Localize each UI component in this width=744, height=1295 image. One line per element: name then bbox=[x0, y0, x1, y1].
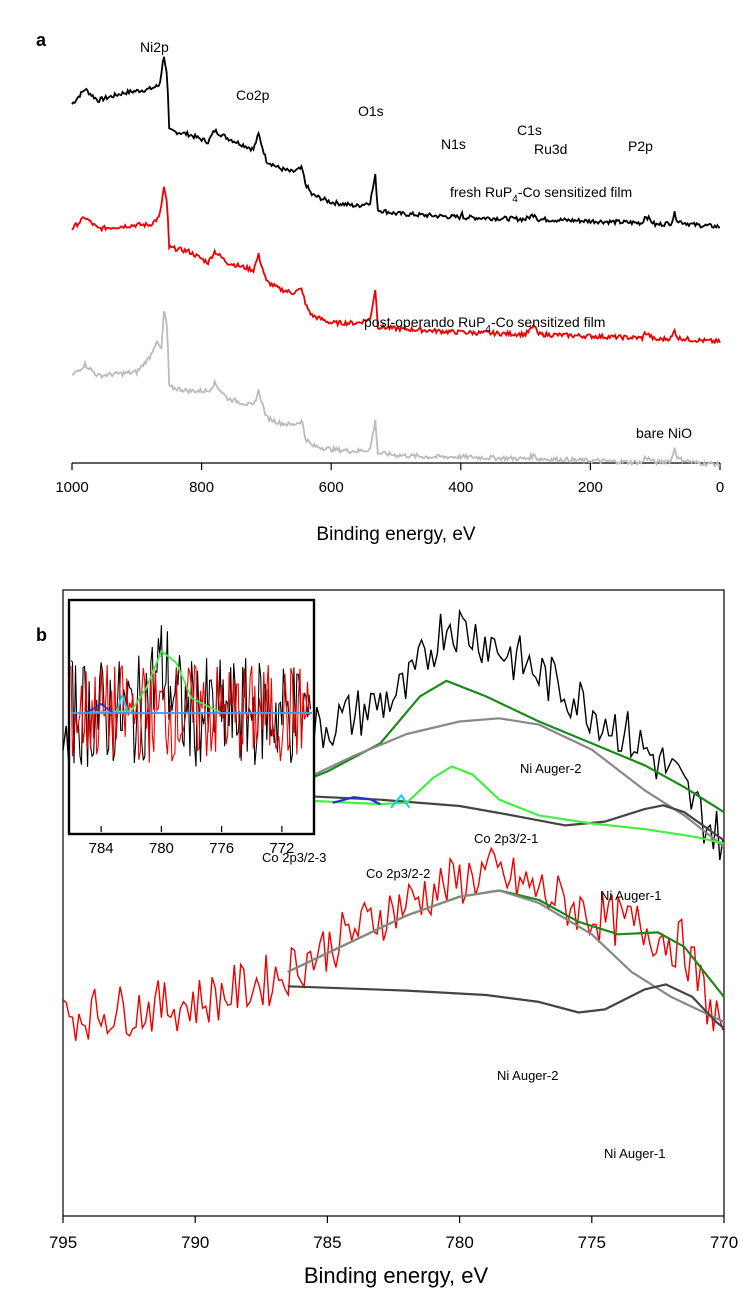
panel-b-tick-label: 795 bbox=[49, 1233, 77, 1252]
annot-co-2p32-2: Co 2p3/2-2 bbox=[366, 866, 430, 881]
panel-a-series-line-1 bbox=[71, 186, 721, 345]
legend-fresh: fresh RuP4-Co sensitized film bbox=[450, 184, 632, 205]
inset-tick-label: 780 bbox=[149, 840, 174, 857]
inset-series-line-3 bbox=[115, 692, 130, 714]
panel-b-series-line-7 bbox=[62, 846, 724, 1041]
annot-ni-auger2-fresh: Ni Auger-2 bbox=[520, 761, 581, 776]
panel-b: b 795 790 785 780 775 770 Binding energy, eV … bbox=[36, 589, 738, 1288]
annot-co-2p32-1: Co 2p3/2-1 bbox=[474, 831, 538, 846]
panel-a-series-line-2 bbox=[71, 311, 721, 468]
inset-series-line-1 bbox=[70, 663, 311, 763]
panel-a-tick-label: 200 bbox=[578, 479, 603, 496]
panel-b-series-line-1 bbox=[287, 679, 725, 814]
panel-b-series-line-6 bbox=[332, 796, 381, 806]
panel-b-series-line-4 bbox=[287, 765, 725, 845]
inset-x-ticks: 784 780 776 772 bbox=[89, 826, 294, 857]
panel-b-series bbox=[62, 608, 725, 1041]
panel-b-x-ticks: 795 790 785 780 775 770 bbox=[49, 1216, 738, 1252]
panel-b-tick-label: 780 bbox=[445, 1233, 473, 1252]
inset-series-line-4 bbox=[85, 702, 114, 714]
legend-post-operando: post-operando RuP4-Co sensitized film bbox=[364, 314, 605, 335]
panel-a-tick-label: 1000 bbox=[55, 479, 88, 496]
inset-tick-label: 776 bbox=[209, 840, 234, 857]
panel-b-series-line-2 bbox=[287, 717, 725, 848]
panel-b-series-line-9 bbox=[287, 889, 725, 1023]
panel-a-x-ticks: 1000 800 600 400 200 0 bbox=[55, 463, 724, 496]
panel-a-series-line-0 bbox=[71, 56, 721, 230]
inset-tick-label: 772 bbox=[269, 840, 294, 857]
panel-a-tick-label: 600 bbox=[319, 479, 344, 496]
panel-a-x-label: Binding energy, eV bbox=[316, 524, 475, 545]
inset-tick-label: 784 bbox=[89, 840, 114, 857]
annot-ni2p: Ni2p bbox=[140, 39, 169, 55]
annot-ni-auger2-post: Ni Auger-2 bbox=[497, 1068, 558, 1083]
annot-n1s: N1s bbox=[441, 136, 466, 152]
panel-b-tick-label: 790 bbox=[181, 1233, 209, 1252]
panel-b-tick-label: 770 bbox=[710, 1233, 738, 1252]
panel-a-tick-label: 800 bbox=[189, 479, 214, 496]
panel-b-series-line-10 bbox=[287, 983, 725, 1030]
inset: 784 780 776 772 bbox=[67, 598, 316, 857]
annot-ni-auger1-fresh: Ni Auger-1 bbox=[600, 888, 661, 903]
panel-b-series-line-3 bbox=[287, 794, 725, 842]
annot-co-2p32-3: Co 2p3/2-3 bbox=[262, 850, 326, 865]
panel-b-tick-label: 775 bbox=[578, 1233, 606, 1252]
panel-a-tick-label: 400 bbox=[448, 479, 473, 496]
inset-series bbox=[70, 625, 312, 767]
inset-series-line-2 bbox=[70, 649, 312, 714]
annot-ni-auger1-post: Ni Auger-1 bbox=[604, 1146, 665, 1161]
panel-b-x-label: Binding energy, eV bbox=[304, 1263, 489, 1288]
panel-b-frame bbox=[62, 589, 725, 1217]
annot-ru3d: Ru3d bbox=[534, 141, 567, 157]
panel-b-series-line-5 bbox=[390, 794, 411, 809]
panel-a: a 1000 800 600 400 200 0 Binding energy, eV N… bbox=[36, 30, 724, 545]
legend-bare-nio: bare NiO bbox=[636, 425, 692, 441]
annot-o1s: O1s bbox=[358, 103, 384, 119]
panel-b-tick-label: 785 bbox=[313, 1233, 341, 1252]
panel-a-tick-label: 0 bbox=[716, 479, 724, 496]
annot-co2p: Co2p bbox=[236, 87, 270, 103]
annot-p2p: P2p bbox=[628, 138, 653, 154]
panel-b-letter: b bbox=[36, 625, 47, 645]
panel-a-letter: a bbox=[36, 30, 47, 50]
annot-c1s: C1s bbox=[517, 122, 542, 138]
panel-a-series bbox=[71, 56, 721, 468]
